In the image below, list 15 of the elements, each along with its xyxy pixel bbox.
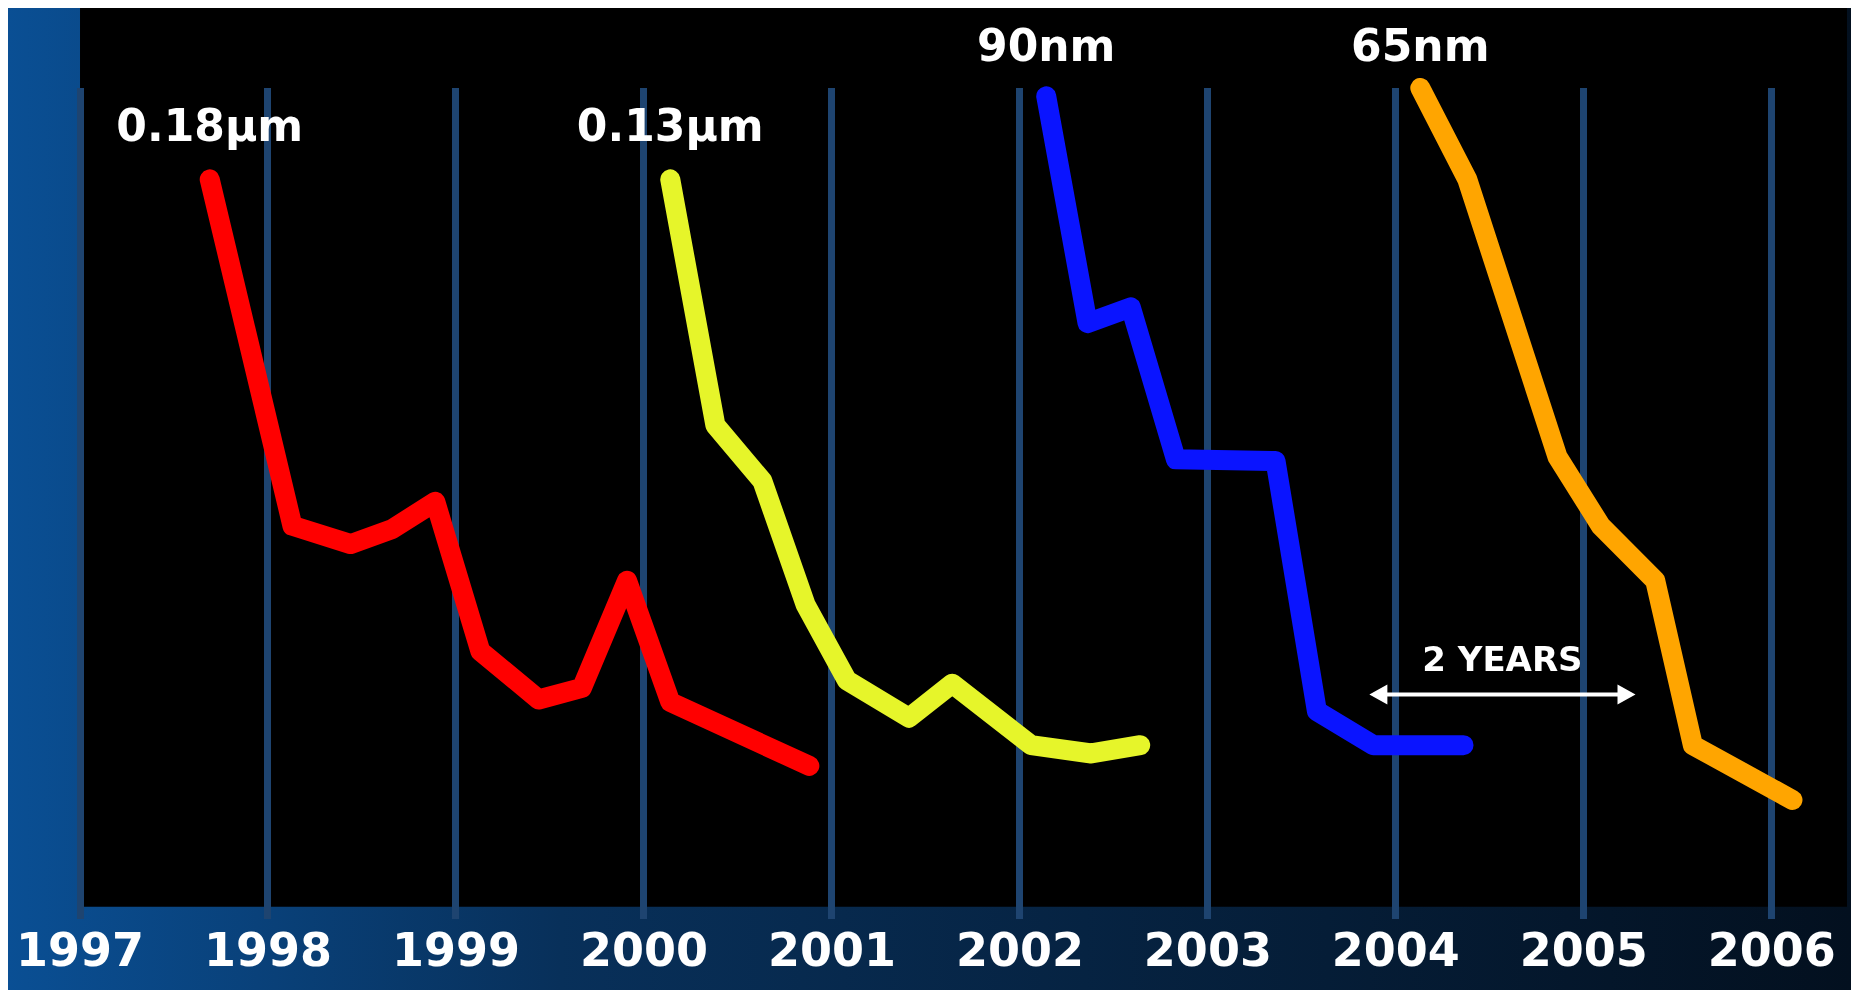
x-tick-label: 2006 — [1707, 923, 1836, 978]
x-tick-label: 2004 — [1331, 923, 1460, 978]
series-label: 0.13µm — [576, 99, 764, 151]
x-tick-label: 2005 — [1519, 923, 1648, 978]
annotation: 2 YEARS — [1422, 639, 1583, 680]
x-tick-label: 2003 — [1143, 923, 1272, 978]
x-tick-label: 2001 — [767, 923, 896, 978]
x-tick-label: 2000 — [579, 923, 708, 978]
x-tick-label: 1999 — [391, 923, 520, 978]
series-label: 90nm — [977, 20, 1116, 72]
series-label: 0.18µm — [116, 99, 304, 151]
x-tick-label: 1998 — [203, 923, 333, 978]
x-tick-label: 1997 — [16, 923, 145, 978]
x-tick-label: 2002 — [955, 923, 1084, 978]
series-label: 65nm — [1351, 20, 1490, 72]
